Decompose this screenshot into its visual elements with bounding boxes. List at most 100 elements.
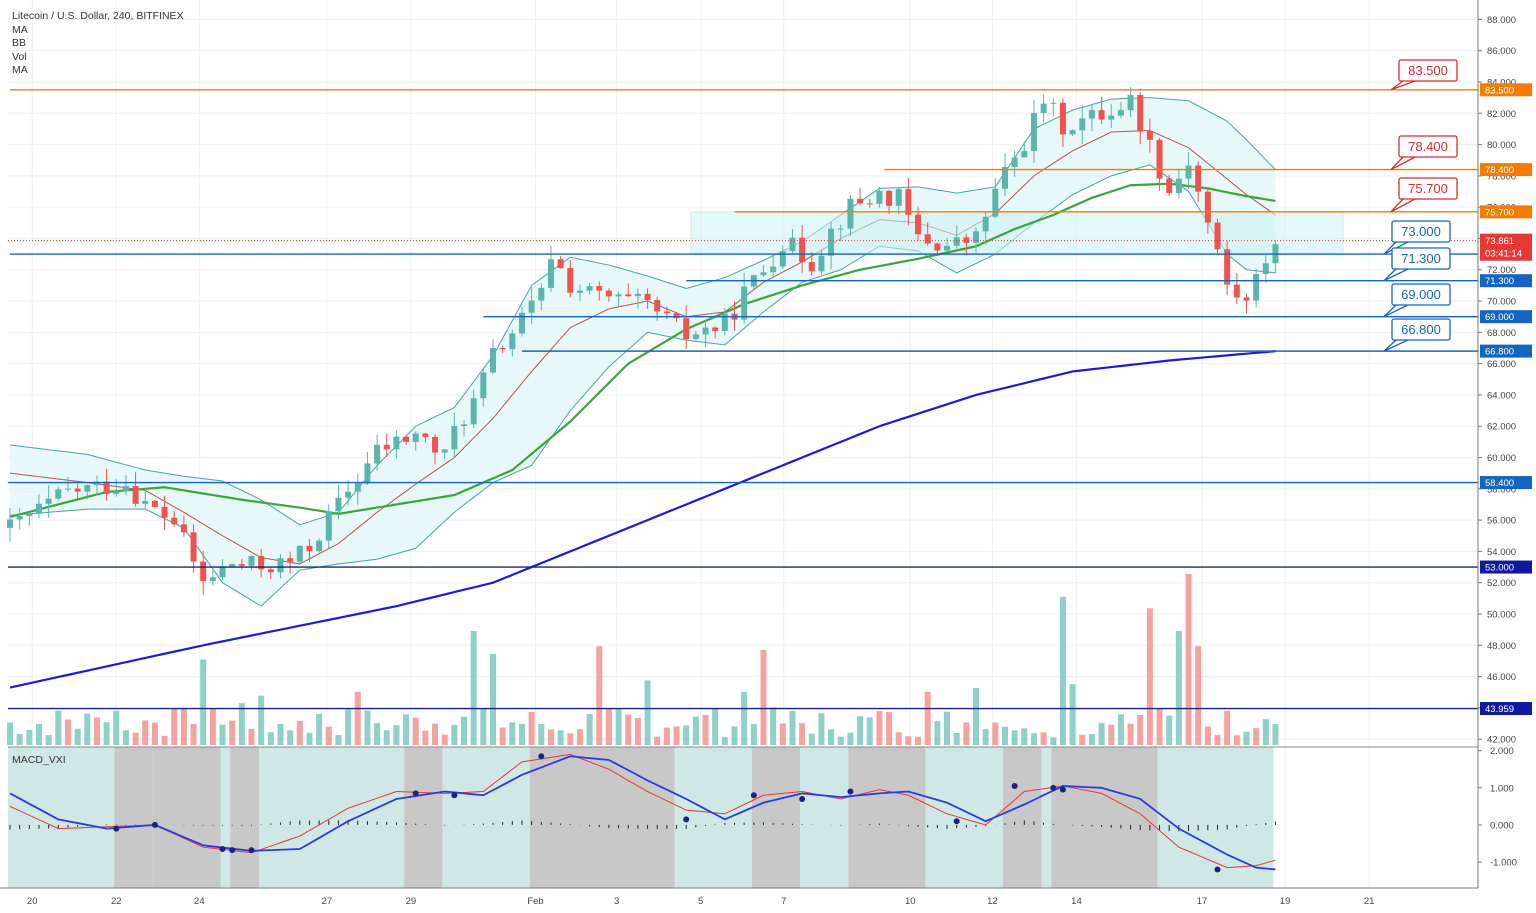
price-tag: [1480, 560, 1532, 574]
candle-body: [934, 243, 941, 251]
candle-body: [1156, 139, 1163, 179]
time-tick-label: 12: [987, 896, 998, 907]
callout-83.500[interactable]: 83.500: [1390, 59, 1458, 91]
volume-bar: [789, 710, 796, 745]
price-tick-label: 78.000: [1487, 171, 1516, 182]
volume-bar: [528, 711, 535, 745]
macd-label[interactable]: MACD_VXI: [12, 754, 66, 766]
macd-band-gray: [404, 747, 443, 888]
volume-bar: [1243, 731, 1250, 745]
price-tag: [1480, 163, 1532, 177]
price-tick-label: 60.000: [1487, 453, 1516, 464]
price-tick-label: 54.000: [1487, 547, 1516, 558]
volume-bar: [886, 712, 893, 745]
time-tick-label: 29: [406, 896, 417, 907]
macd-band-gray: [848, 747, 926, 888]
symbol-title[interactable]: Litecoin / U.S. Dollar, 240, BITFINEX: [12, 10, 184, 22]
callout-73.000[interactable]: 73.000: [1383, 220, 1451, 255]
price-tick-label: 68.000: [1487, 328, 1516, 339]
volume-bar: [1253, 728, 1260, 745]
candle-body: [905, 189, 912, 215]
candle-body: [393, 436, 400, 450]
indicator-vol[interactable]: Vol: [12, 50, 27, 63]
volume-bar: [634, 717, 641, 745]
macd-cross-point: [229, 847, 236, 854]
macd-band-gray: [529, 747, 675, 888]
macd-cross-point: [451, 792, 458, 799]
price-tick-label: 46.000: [1487, 672, 1516, 683]
chart-legend: Litecoin / U.S. Dollar, 240, BITFINEX MA…: [12, 10, 184, 78]
volume-bar: [171, 708, 178, 745]
volume-bar: [412, 717, 419, 745]
macd-cross-point: [750, 792, 757, 799]
time-tick-label: 19: [1280, 896, 1291, 907]
volume-bar: [576, 729, 583, 745]
volume-bars: [7, 574, 1279, 745]
candle-body: [1050, 102, 1057, 104]
time-tick-label: 20: [27, 896, 38, 907]
candle-body: [403, 436, 410, 442]
volume-bar: [345, 709, 352, 745]
candle-body: [615, 294, 622, 297]
price-tag: [1480, 344, 1532, 358]
candle-body: [325, 511, 332, 541]
macd-cross-point: [1214, 866, 1221, 873]
volume-bar: [1069, 684, 1076, 745]
callout-69.000[interactable]: 69.000: [1383, 283, 1451, 318]
volume-bar: [944, 711, 951, 745]
callout-66.800[interactable]: 66.800: [1383, 318, 1451, 352]
price-tick-label: 82.000: [1487, 109, 1516, 120]
candle-body: [915, 214, 922, 235]
candle-body: [64, 488, 71, 490]
horizontal-levels[interactable]: [8, 89, 1478, 710]
candle-body: [992, 188, 999, 217]
volume-bar: [586, 714, 593, 745]
ma-green-line: [9, 182, 1276, 519]
time-tick-label: Feb: [527, 896, 543, 907]
indicator-ma[interactable]: MA: [12, 23, 28, 36]
price-tag-label: 83.500: [1485, 85, 1514, 96]
price-tick-label: 72.000: [1487, 265, 1516, 276]
volume-bar: [953, 732, 960, 745]
price-tag-label: 58.400: [1485, 478, 1514, 489]
candle-body: [306, 545, 313, 552]
candle-body: [432, 436, 439, 453]
callout-71.300[interactable]: 71.300: [1383, 247, 1451, 282]
callout-box: [1398, 135, 1458, 158]
candle-body: [702, 327, 709, 335]
time-tick-label: 27: [322, 896, 333, 907]
candle-body: [209, 577, 216, 582]
indicator-ma-2[interactable]: MA: [12, 64, 28, 76]
indicator-bb[interactable]: BB: [12, 37, 27, 49]
volume-bar: [1137, 714, 1144, 745]
candle-body: [45, 498, 52, 504]
callout-75.700[interactable]: 75.700: [1390, 177, 1458, 213]
volume-bar: [663, 727, 670, 745]
volume-bar: [461, 716, 468, 745]
volume-bar: [219, 724, 226, 745]
level-callouts[interactable]: 83.500 78.400 75.700 73.000 71.300 69.000 66.8…: [1383, 59, 1458, 352]
callout-label: 83.500: [1408, 63, 1448, 78]
volume-bar: [490, 653, 496, 745]
candle-body: [277, 558, 284, 573]
volume-bar: [151, 722, 158, 745]
volume-bar: [828, 729, 835, 745]
volume-bar: [905, 736, 912, 745]
volume-bar: [229, 720, 236, 745]
time-tick-label: 21: [1364, 896, 1375, 907]
price-tag: [1480, 205, 1532, 219]
candle-body: [84, 485, 91, 492]
candle-body: [171, 517, 178, 525]
candle-body: [55, 489, 62, 499]
volume-bar: [509, 722, 516, 745]
volume-bar: [113, 710, 120, 745]
volume-bar: [35, 723, 42, 745]
volume-bar: [876, 710, 883, 745]
callout-78.400[interactable]: 78.400: [1390, 135, 1458, 171]
volume-bar: [403, 714, 410, 745]
candle-body: [412, 433, 419, 442]
volume-bar: [142, 720, 149, 745]
candle-body: [808, 262, 815, 272]
